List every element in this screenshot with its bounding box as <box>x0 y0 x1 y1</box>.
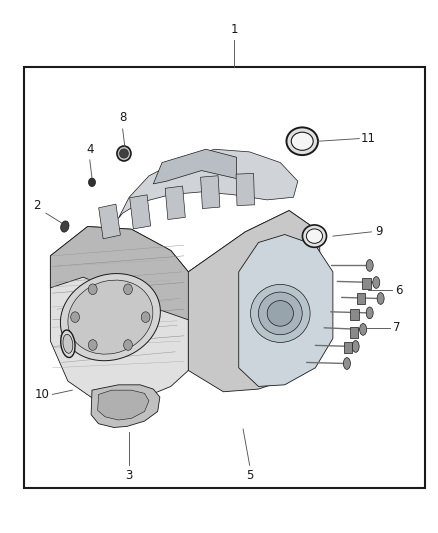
Text: 1: 1 <box>230 23 238 36</box>
Polygon shape <box>91 385 160 427</box>
Text: 6: 6 <box>395 284 403 297</box>
Ellipse shape <box>117 146 131 161</box>
Ellipse shape <box>377 293 384 304</box>
Text: 11: 11 <box>360 132 375 145</box>
Text: 10: 10 <box>34 388 49 401</box>
Text: 5: 5 <box>246 470 253 482</box>
Circle shape <box>71 312 79 322</box>
Ellipse shape <box>120 149 128 158</box>
Ellipse shape <box>81 291 140 343</box>
Text: 2: 2 <box>33 199 41 212</box>
Ellipse shape <box>63 334 73 353</box>
FancyBboxPatch shape <box>201 176 220 208</box>
Ellipse shape <box>93 302 128 333</box>
Bar <box>357 293 365 304</box>
Ellipse shape <box>267 301 293 326</box>
FancyBboxPatch shape <box>130 195 151 229</box>
Circle shape <box>124 284 132 295</box>
FancyBboxPatch shape <box>236 173 254 206</box>
Ellipse shape <box>352 341 359 352</box>
Polygon shape <box>98 390 149 420</box>
Bar <box>350 309 359 320</box>
Ellipse shape <box>101 309 120 325</box>
Circle shape <box>88 340 97 350</box>
Polygon shape <box>50 211 320 320</box>
Bar <box>24 67 425 488</box>
Ellipse shape <box>60 273 160 361</box>
FancyBboxPatch shape <box>99 204 120 239</box>
Text: 4: 4 <box>86 143 94 156</box>
Circle shape <box>88 178 95 187</box>
Bar <box>362 278 371 289</box>
Circle shape <box>141 312 150 322</box>
Ellipse shape <box>306 229 322 243</box>
Polygon shape <box>153 149 237 184</box>
Polygon shape <box>50 227 188 401</box>
Ellipse shape <box>373 277 380 288</box>
Ellipse shape <box>61 330 75 358</box>
Circle shape <box>88 284 97 295</box>
Ellipse shape <box>291 132 313 150</box>
Polygon shape <box>118 149 298 219</box>
Ellipse shape <box>60 221 69 232</box>
Bar <box>350 327 358 338</box>
FancyBboxPatch shape <box>165 186 185 220</box>
Text: 7: 7 <box>392 321 400 334</box>
Polygon shape <box>239 235 333 386</box>
Bar <box>344 342 352 353</box>
Text: 9: 9 <box>375 225 383 238</box>
Ellipse shape <box>360 324 367 335</box>
Polygon shape <box>188 211 320 392</box>
Text: 8: 8 <box>119 111 126 124</box>
Ellipse shape <box>251 285 310 342</box>
Text: 3: 3 <box>126 470 133 482</box>
Circle shape <box>124 340 132 350</box>
Ellipse shape <box>366 307 373 319</box>
Ellipse shape <box>258 292 302 335</box>
Ellipse shape <box>343 358 350 369</box>
Ellipse shape <box>366 260 373 271</box>
Ellipse shape <box>68 280 153 354</box>
Ellipse shape <box>302 225 326 247</box>
Ellipse shape <box>286 127 318 155</box>
